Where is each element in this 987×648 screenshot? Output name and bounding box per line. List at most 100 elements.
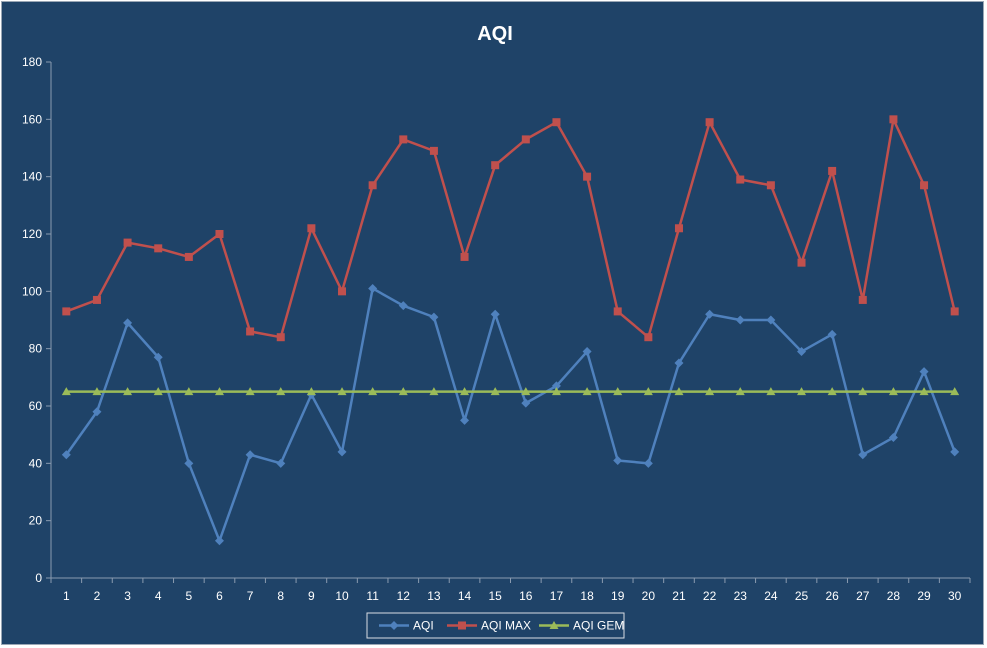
x-tick-label: 24 bbox=[764, 589, 778, 603]
data-point-aqi bbox=[551, 381, 561, 391]
data-point-aqi-max bbox=[613, 307, 622, 316]
data-point-aqi-max bbox=[736, 175, 745, 184]
data-point-aqi-max bbox=[276, 333, 285, 342]
x-tick-label: 4 bbox=[155, 589, 162, 603]
x-tick-label: 19 bbox=[611, 589, 625, 603]
y-tick-label: 180 bbox=[22, 55, 42, 69]
data-point-aqi bbox=[398, 301, 408, 311]
data-point-aqi-gem bbox=[214, 387, 224, 396]
data-point-aqi bbox=[582, 347, 592, 357]
data-point-aqi-max bbox=[766, 181, 775, 190]
data-point-aqi bbox=[153, 352, 163, 362]
data-point-aqi bbox=[766, 315, 776, 325]
data-point-aqi-max bbox=[215, 230, 224, 238]
x-tick-label: 8 bbox=[277, 589, 284, 603]
x-tick-label: 12 bbox=[397, 589, 411, 603]
data-point-aqi-max bbox=[521, 135, 530, 144]
x-tick-label: 25 bbox=[795, 589, 809, 603]
legend: AQI AQI MAX AQI GEM bbox=[366, 612, 625, 639]
data-point-aqi bbox=[613, 455, 623, 465]
data-point-aqi bbox=[950, 447, 960, 457]
legend-box bbox=[366, 612, 625, 639]
data-point-aqi-max bbox=[552, 118, 561, 127]
data-point-aqi-gem bbox=[61, 387, 71, 396]
data-point-aqi bbox=[245, 450, 255, 460]
x-tick-label: 22 bbox=[703, 589, 717, 603]
data-point-aqi-gem bbox=[521, 387, 531, 396]
x-tick-label: 28 bbox=[887, 589, 901, 603]
data-point-aqi bbox=[276, 458, 286, 468]
series-aqi-max bbox=[62, 115, 959, 342]
data-point-aqi-gem bbox=[674, 387, 684, 396]
data-point-aqi-gem bbox=[429, 387, 439, 396]
data-point-aqi-max bbox=[920, 181, 929, 190]
data-point-aqi bbox=[123, 318, 133, 328]
data-point-aqi bbox=[490, 309, 500, 319]
x-tick-label: 11 bbox=[366, 589, 379, 603]
data-point-aqi-max bbox=[429, 146, 438, 155]
data-point-aqi-max bbox=[460, 252, 469, 261]
y-tick-label: 60 bbox=[29, 399, 43, 413]
data-point-aqi-max bbox=[644, 333, 653, 342]
data-point-aqi bbox=[888, 433, 898, 443]
x-tick-label: 30 bbox=[948, 589, 962, 603]
data-point-aqi-max bbox=[92, 295, 101, 304]
x-tick-label: 29 bbox=[917, 589, 931, 603]
data-point-aqi-max bbox=[154, 244, 163, 253]
data-point-aqi-gem bbox=[245, 387, 255, 396]
data-point-aqi bbox=[705, 309, 715, 319]
data-point-aqi-gem bbox=[490, 387, 500, 396]
data-point-aqi-max bbox=[338, 287, 347, 296]
data-point-aqi bbox=[429, 312, 439, 322]
data-point-aqi-max bbox=[491, 161, 500, 170]
data-point-aqi bbox=[797, 347, 807, 357]
legend-marker-aqi-gem bbox=[549, 621, 559, 629]
data-point-aqi bbox=[674, 358, 684, 368]
data-point-aqi-max bbox=[889, 115, 898, 124]
legend-label-aqi-gem: AQI GEM bbox=[573, 619, 624, 633]
x-tick-label: 16 bbox=[519, 589, 533, 603]
data-point-aqi-max bbox=[399, 135, 408, 144]
data-point-aqi-gem bbox=[306, 387, 316, 396]
data-point-aqi-gem bbox=[888, 387, 898, 396]
data-point-aqi-gem bbox=[735, 387, 745, 396]
y-tick-label: 40 bbox=[29, 456, 43, 470]
series-layer bbox=[61, 115, 960, 546]
x-tick-label: 18 bbox=[580, 589, 594, 603]
data-point-aqi-gem bbox=[766, 387, 776, 396]
data-point-aqi-max bbox=[246, 327, 255, 336]
x-tick-label: 1 bbox=[63, 589, 70, 603]
data-point-aqi-gem bbox=[858, 387, 868, 396]
x-tick-label: 6 bbox=[216, 589, 223, 603]
data-point-aqi-max bbox=[797, 258, 806, 267]
data-point-aqi bbox=[919, 367, 929, 377]
data-point-aqi-max bbox=[705, 118, 714, 127]
x-tick-label: 2 bbox=[94, 589, 101, 603]
data-point-aqi-max bbox=[184, 252, 193, 261]
data-point-aqi-gem bbox=[337, 387, 347, 396]
series-line-aqi bbox=[65, 287, 956, 542]
x-tick-label: 10 bbox=[335, 589, 349, 603]
data-point-aqi bbox=[368, 283, 378, 293]
data-point-aqi bbox=[214, 536, 224, 546]
data-point-aqi bbox=[521, 398, 531, 408]
data-point-aqi-max bbox=[307, 224, 316, 233]
x-tick-label: 23 bbox=[734, 589, 748, 603]
x-tick-label: 15 bbox=[489, 589, 503, 603]
data-point-aqi-max bbox=[828, 166, 837, 175]
x-tick-label: 26 bbox=[825, 589, 839, 603]
legend-label-aqi-max: AQI MAX bbox=[481, 619, 531, 633]
y-tick-label: 80 bbox=[29, 342, 43, 356]
data-point-aqi-max bbox=[950, 307, 959, 316]
x-tick-label: 3 bbox=[124, 589, 131, 603]
data-point-aqi-max bbox=[583, 172, 592, 181]
data-point-aqi-gem bbox=[643, 387, 653, 396]
legend-marker-aqi-max bbox=[458, 621, 466, 630]
data-point-aqi-gem bbox=[92, 387, 102, 396]
y-tick-label: 120 bbox=[22, 227, 42, 241]
x-tick-label: 7 bbox=[247, 589, 254, 603]
data-point-aqi bbox=[460, 415, 470, 425]
